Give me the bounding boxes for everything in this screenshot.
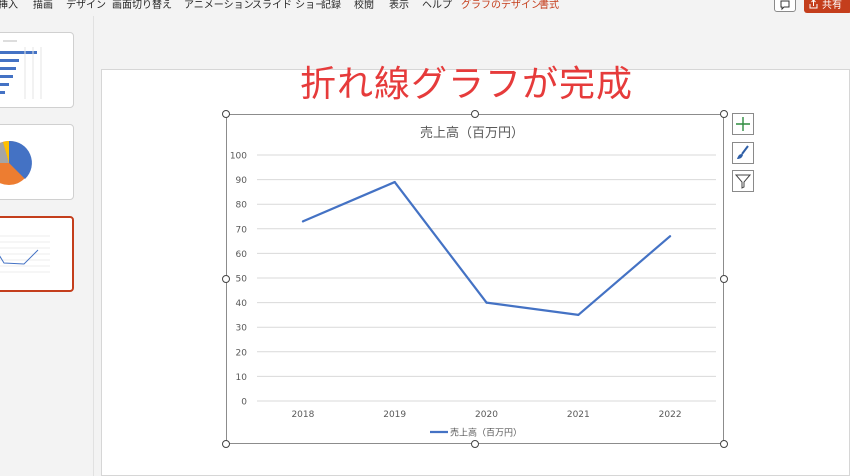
slide-thumbnail-1[interactable] <box>0 32 74 108</box>
data-point <box>577 313 580 316</box>
y-tick-label: 80 <box>236 201 248 211</box>
line-chart[interactable]: 売上高（百万円） 0 10 20 30 40 50 60 70 80 90 100 2018 2019 20… <box>227 115 723 443</box>
y-tick-label: 40 <box>236 299 248 309</box>
y-tick-label: 60 <box>236 250 248 260</box>
pane-divider <box>93 16 94 476</box>
share-icon <box>809 0 818 9</box>
slide-title[interactable]: 折れ線グラフが完成 <box>300 64 634 105</box>
resize-handle-right[interactable] <box>720 275 728 283</box>
paintbrush-icon <box>737 145 749 159</box>
tab-design[interactable]: デザイン <box>66 0 106 11</box>
y-tick-label: 0 <box>241 398 247 408</box>
pie-chart-thumbnail <box>0 140 32 185</box>
chart-styles-button[interactable] <box>732 142 754 164</box>
data-point <box>393 180 396 184</box>
plus-icon <box>736 117 750 131</box>
ribbon-tab-bar: 挿入 描画 デザイン 画面切り替え アニメーション スライド ショー 記録 校閲… <box>0 0 850 16</box>
data-point <box>669 235 672 238</box>
tab-format[interactable]: 書式 <box>539 0 559 11</box>
x-tick-label: 2022 <box>659 410 682 420</box>
legend-label[interactable]: 売上高（百万円） <box>450 427 522 439</box>
x-tick-label: 2018 <box>291 410 314 420</box>
bar-chart-thumbnail <box>0 40 42 99</box>
tab-review[interactable]: 校閲 <box>354 0 374 11</box>
x-tick-label: 2021 <box>567 410 590 420</box>
y-tick-label: 20 <box>236 348 248 358</box>
comments-button[interactable] <box>774 0 796 12</box>
chart-filters-button[interactable] <box>732 170 754 192</box>
y-tick-label: 70 <box>236 225 248 235</box>
tab-chart-design[interactable]: グラフのデザイン <box>461 0 541 11</box>
tab-insert[interactable]: 挿入 <box>0 0 18 11</box>
tab-record[interactable]: 記録 <box>321 0 341 11</box>
comment-icon <box>780 0 790 11</box>
tab-slideshow[interactable]: スライド ショー <box>252 0 326 11</box>
x-tick-label: 2019 <box>383 410 406 420</box>
share-label: 共有 <box>822 0 842 11</box>
filter-icon <box>734 174 752 189</box>
resize-handle-left[interactable] <box>222 275 230 283</box>
y-tick-label: 90 <box>236 176 248 186</box>
tab-view[interactable]: 表示 <box>389 0 409 11</box>
resize-handle-bottom-left[interactable] <box>222 440 230 448</box>
resize-handle-top[interactable] <box>471 110 479 118</box>
tab-animations[interactable]: アニメーション <box>184 0 254 11</box>
resize-handle-bottom[interactable] <box>471 440 479 448</box>
y-tick-label: 30 <box>236 324 248 334</box>
resize-handle-top-right[interactable] <box>720 110 728 118</box>
data-point <box>301 220 304 223</box>
slide-thumbnail-2[interactable] <box>0 124 74 200</box>
resize-handle-top-left[interactable] <box>222 110 230 118</box>
line-chart-thumbnail <box>0 235 50 273</box>
tab-transitions[interactable]: 画面切り替え <box>112 0 172 11</box>
chart-frame[interactable]: 売上高（百万円） 0 10 20 30 40 50 60 70 80 90 100 2018 2019 20… <box>226 114 724 444</box>
y-tick-label: 10 <box>236 373 248 383</box>
resize-handle-bottom-right[interactable] <box>720 440 728 448</box>
slide-thumbnail-3[interactable] <box>0 216 74 292</box>
series-line[interactable] <box>302 180 671 316</box>
chart-elements-button[interactable] <box>732 113 754 135</box>
tab-help[interactable]: ヘルプ <box>422 0 452 11</box>
y-tick-label: 50 <box>236 275 248 285</box>
share-button[interactable]: 共有 <box>804 0 850 13</box>
y-tick-label: 100 <box>230 152 247 162</box>
slide-thumbnail-pane <box>0 16 93 476</box>
tab-draw[interactable]: 描画 <box>33 0 53 11</box>
data-point <box>485 301 488 304</box>
x-tick-label: 2020 <box>475 410 498 420</box>
chart-title[interactable]: 売上高（百万円） <box>420 125 524 141</box>
